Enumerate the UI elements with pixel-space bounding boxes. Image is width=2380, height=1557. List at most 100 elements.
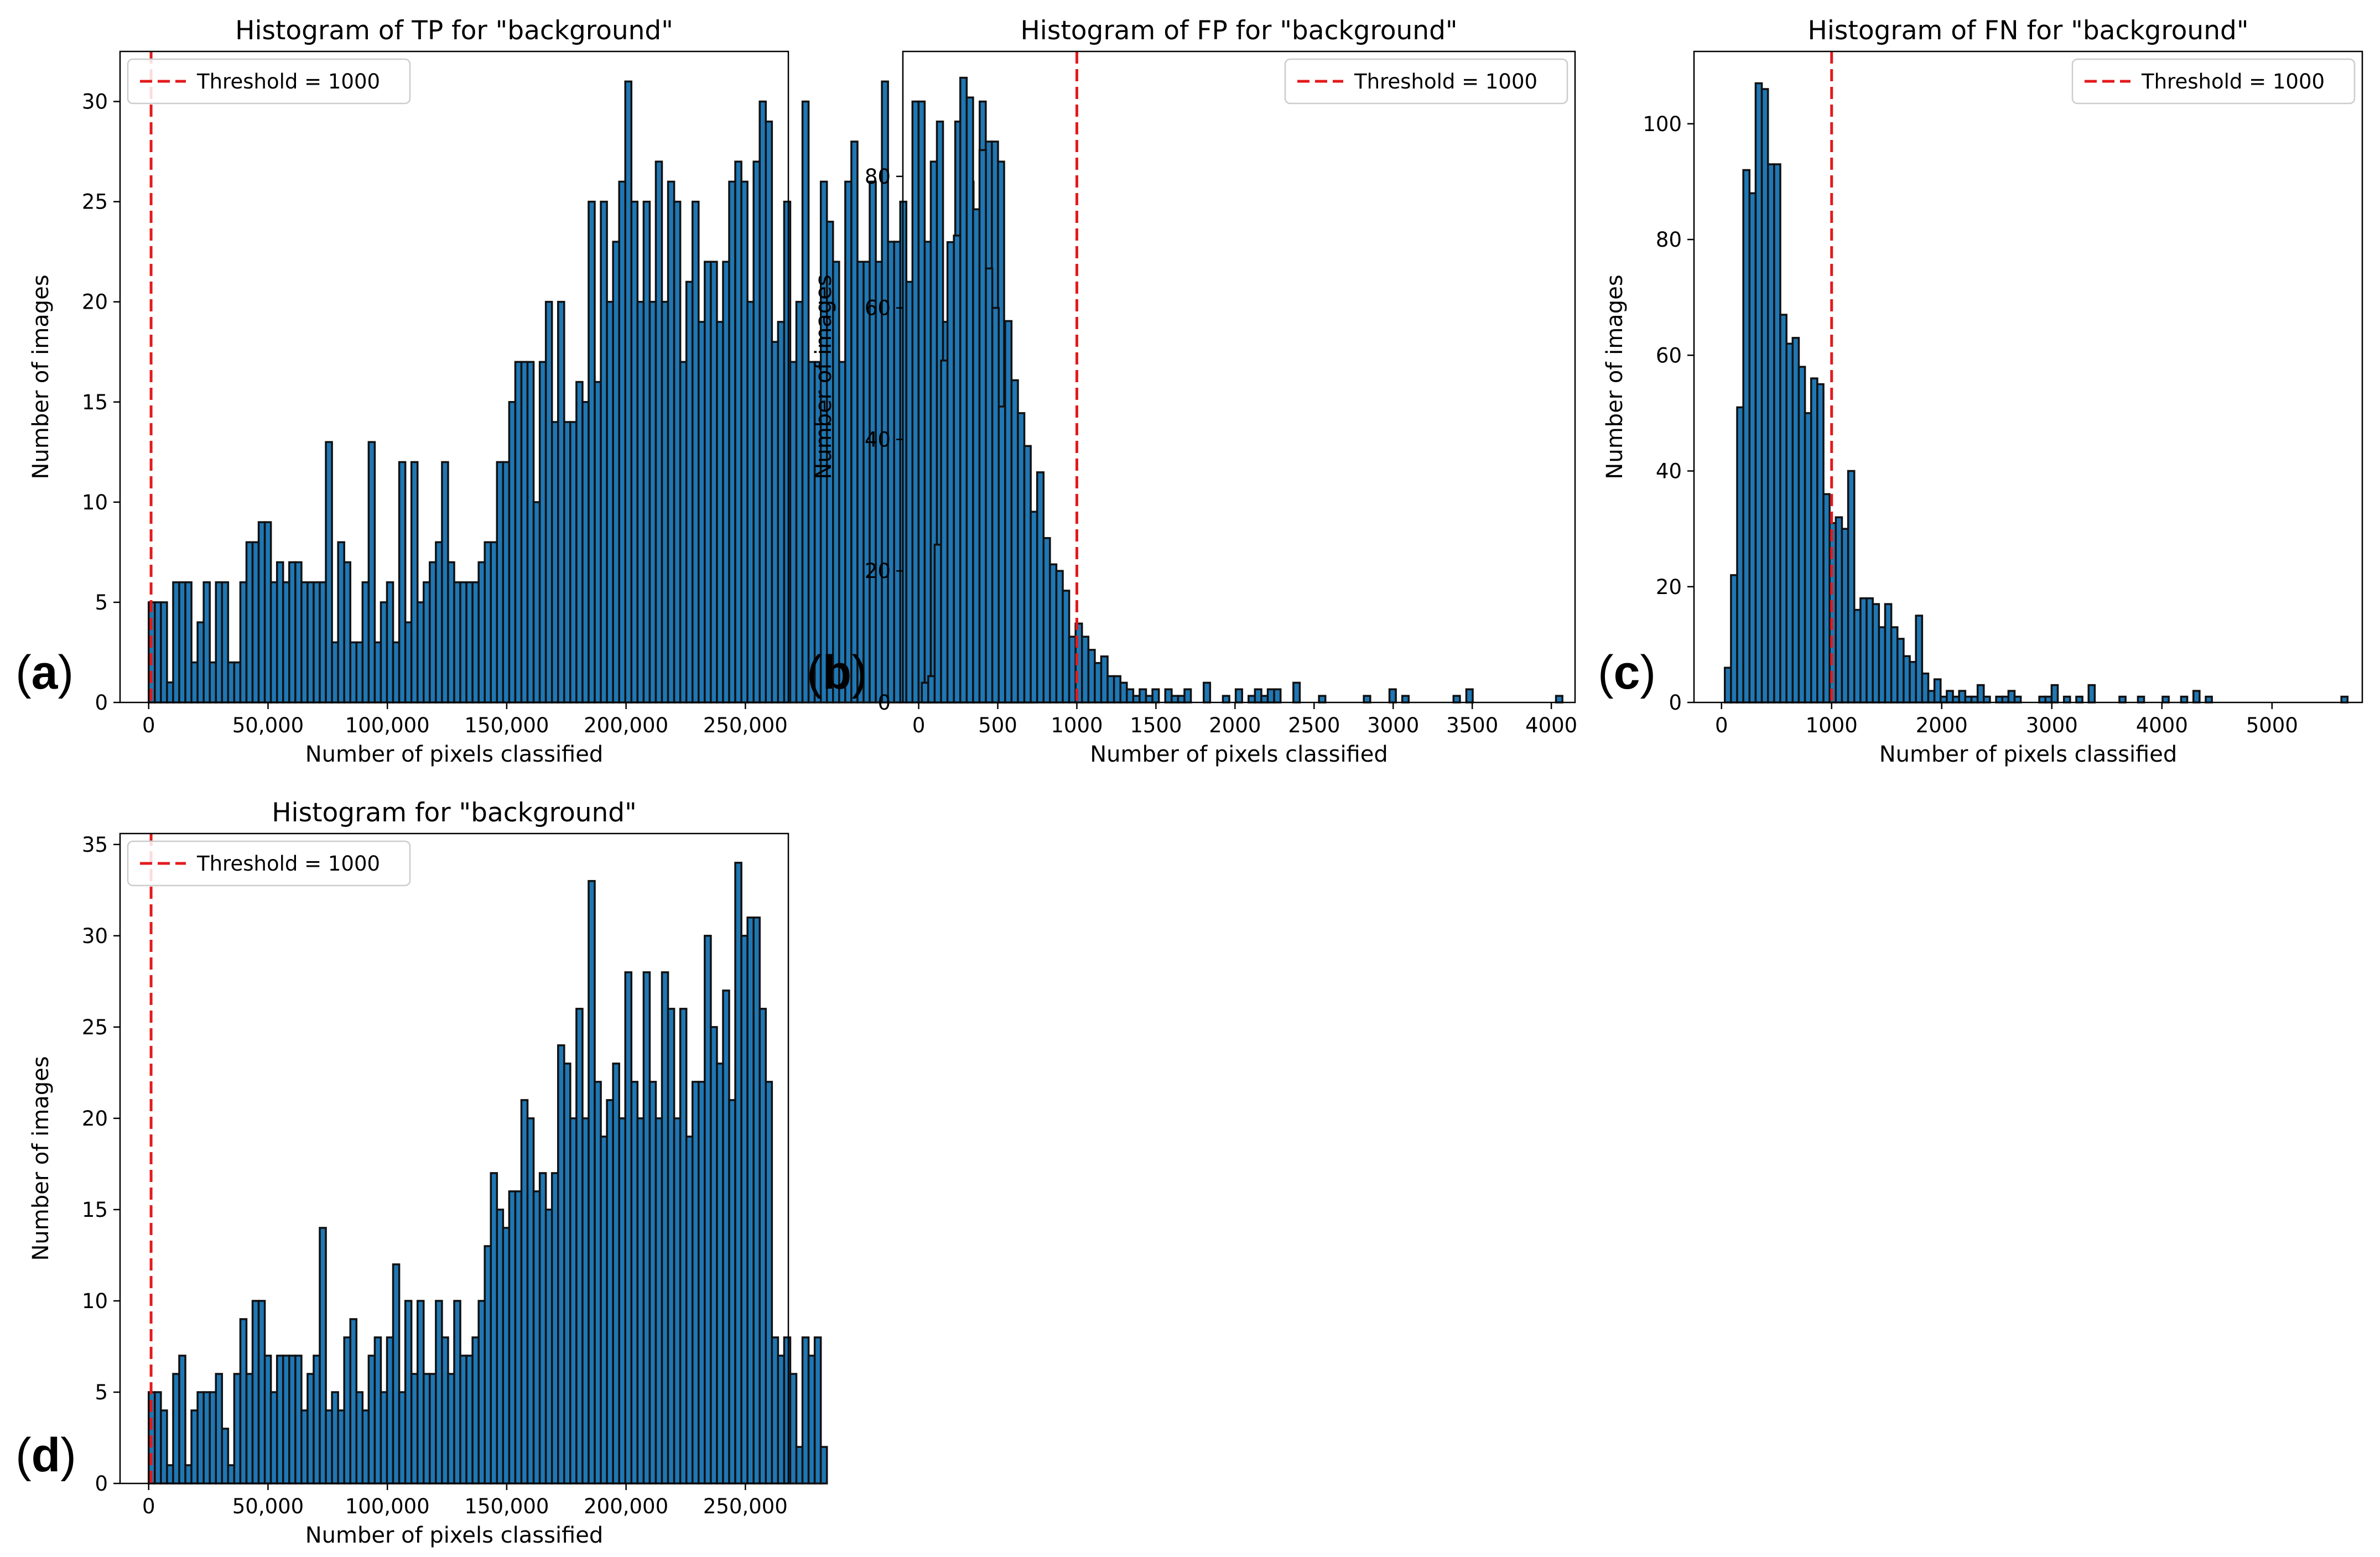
bars-group <box>921 76 1563 704</box>
x-tick-label: 0 <box>1715 714 1728 737</box>
bars-group <box>1723 82 2349 704</box>
y-tick-label: 35 <box>82 833 108 857</box>
histogram-bar <box>789 1373 798 1485</box>
y-axis-label: Number of images <box>1602 274 1628 479</box>
histogram-bar <box>2180 695 2189 704</box>
legend-box <box>1284 58 1568 105</box>
axes-frame <box>1693 50 2363 704</box>
legend: Threshold = 1000 <box>2071 58 2356 105</box>
x-tick-label: 150,000 <box>464 1494 549 1518</box>
histogram-bar <box>1273 688 1282 704</box>
histogram-bar <box>2075 695 2083 704</box>
y-axis-label: Number of images <box>28 1056 54 1261</box>
legend: Threshold = 1000 <box>127 58 411 105</box>
histogram-bar <box>1151 688 1160 704</box>
y-tick-label: 15 <box>82 1198 108 1222</box>
y-tick-label: 40 <box>865 428 891 451</box>
histogram-bar <box>1983 695 1991 704</box>
axes-frame <box>119 832 789 1485</box>
x-tick-label: 2000 <box>1916 714 1968 737</box>
y-tick-label: 5 <box>95 1381 108 1404</box>
x-tick-label: 1000 <box>1051 714 1103 737</box>
x-tick-label: 0 <box>142 714 155 737</box>
y-tick-label: 25 <box>82 1016 108 1039</box>
histogram-bar <box>2062 695 2071 704</box>
legend: Threshold = 1000 <box>127 840 411 887</box>
bars-group <box>148 862 828 1485</box>
histogram-bar <box>1183 688 1192 704</box>
histogram-bar <box>2118 695 2127 704</box>
y-tick-label: 60 <box>865 296 891 320</box>
histogram-bar <box>2013 695 2022 704</box>
x-tick-label: 4000 <box>2136 714 2188 737</box>
histogram-bar <box>1555 695 1563 704</box>
y-tick-label: 0 <box>1669 691 1682 715</box>
panel-a-tp-histogram: 0 50,000 100,000 150,000 200,000 250,000 0 5 10 1… <box>15 15 1036 767</box>
chart-title: Histogram of FP for "background" <box>1020 15 1457 46</box>
x-tick-label: 250,000 <box>703 1494 788 1518</box>
histogram-bar <box>1292 681 1301 704</box>
x-tick-label: 150,000 <box>464 714 549 737</box>
panel-c-label: (c) <box>1598 646 1656 699</box>
x-axis-label: Number of pixels classified <box>305 1523 604 1548</box>
y-tick-label: 0 <box>95 691 108 715</box>
axes-frame <box>902 50 1576 704</box>
panel-b-label: (b) <box>807 646 867 699</box>
x-tick-label: 250,000 <box>703 714 788 737</box>
legend-label: Threshold = 1000 <box>196 852 380 876</box>
y-tick-label: 5 <box>95 591 108 615</box>
y-tick-label: 20 <box>865 559 891 583</box>
histogram-bar <box>2205 695 2213 704</box>
x-tick-label: 2000 <box>1209 714 1261 737</box>
y-tick-label: 0 <box>877 691 891 715</box>
x-tick-label: 500 <box>978 714 1017 737</box>
panel-d-overall-histogram: 0 50,000 100,000 150,000 200,000 250,000 0 5 10 1… <box>15 798 828 1548</box>
y-axis-label: Number of images <box>811 274 836 479</box>
x-tick-label: 1000 <box>1806 714 1858 737</box>
legend-box <box>127 840 411 887</box>
panel-b-fp-histogram: 0 500 1000 1500 2000 2500 3000 3500 4000 0 20 40 60 8… <box>807 15 1577 767</box>
bars-group <box>148 80 1036 704</box>
x-axis-label: Number of pixels classified <box>1879 742 2178 767</box>
x-tick-label: 200,000 <box>584 714 668 737</box>
legend-label: Threshold = 1000 <box>2141 70 2325 93</box>
y-tick-label: 20 <box>82 1107 108 1131</box>
y-tick-label: 80 <box>1656 228 1682 252</box>
y-axis-label: Number of images <box>28 274 54 479</box>
y-tick-label: 25 <box>82 190 108 214</box>
y-tick-label: 10 <box>82 491 108 514</box>
chart-title: Histogram for "background" <box>272 798 637 828</box>
x-tick-label: 3500 <box>1446 714 1498 737</box>
x-tick-label: 50,000 <box>232 714 304 737</box>
histogram-bar <box>1318 695 1327 704</box>
chart-title: Histogram of TP for "background" <box>235 15 673 46</box>
y-tick-label: 20 <box>1656 575 1682 599</box>
histogram-bar <box>1465 688 1474 704</box>
y-tick-label: 30 <box>82 90 108 114</box>
y-tick-label: 80 <box>865 165 891 189</box>
legend-box <box>2071 58 2356 105</box>
x-tick-label: 4000 <box>1525 714 1577 737</box>
x-tick-label: 1500 <box>1130 714 1182 737</box>
histogram-bar <box>1234 688 1243 704</box>
histogram-bar <box>1401 695 1410 704</box>
y-tick-label: 10 <box>82 1289 108 1313</box>
panel-a-label: (a) <box>15 646 74 699</box>
x-tick-label: 0 <box>912 714 926 737</box>
x-tick-label: 50,000 <box>232 1494 304 1518</box>
histogram-bar <box>2087 684 2096 704</box>
histogram-bar <box>2340 695 2349 704</box>
histogram-bar <box>2050 684 2059 704</box>
histogram-bar <box>2192 690 2201 704</box>
histogram-bar <box>1388 688 1397 704</box>
y-tick-label: 40 <box>1656 460 1682 483</box>
histogram-bar <box>1452 695 1461 704</box>
x-tick-label: 100,000 <box>345 714 430 737</box>
panel-c-fn-histogram: 0 1000 2000 3000 4000 5000 0 20 40 60 80 100 Histogr… <box>1598 15 2363 767</box>
panel-d-label: (d) <box>15 1429 76 1482</box>
y-tick-label: 0 <box>95 1472 108 1496</box>
x-axis-label: Number of pixels classified <box>1090 742 1388 767</box>
y-tick-label: 20 <box>82 290 108 314</box>
x-tick-label: 2500 <box>1288 714 1340 737</box>
